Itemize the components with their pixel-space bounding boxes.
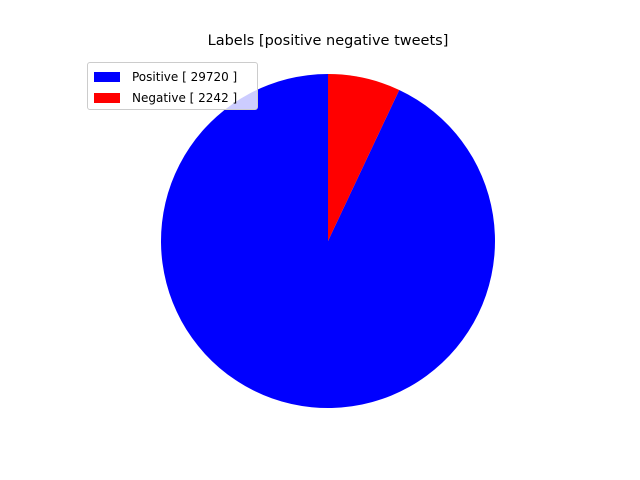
legend-label-positive: Positive [ 29720 ] xyxy=(132,70,238,84)
chart-title: Labels [positive negative tweets] xyxy=(207,33,449,49)
pie-slice-negative xyxy=(328,74,400,241)
legend-swatch-negative xyxy=(94,93,120,103)
pie-slice-positive xyxy=(160,74,495,409)
legend-label-negative: Negative [ 2242 ] xyxy=(132,91,238,105)
legend: Positive [ 29720 ] Negative [ 2242 ] xyxy=(87,62,258,110)
legend-item-positive: Positive [ 29720 ] xyxy=(94,69,237,85)
legend-item-negative: Negative [ 2242 ] xyxy=(94,90,237,106)
legend-swatch-positive xyxy=(94,72,120,82)
